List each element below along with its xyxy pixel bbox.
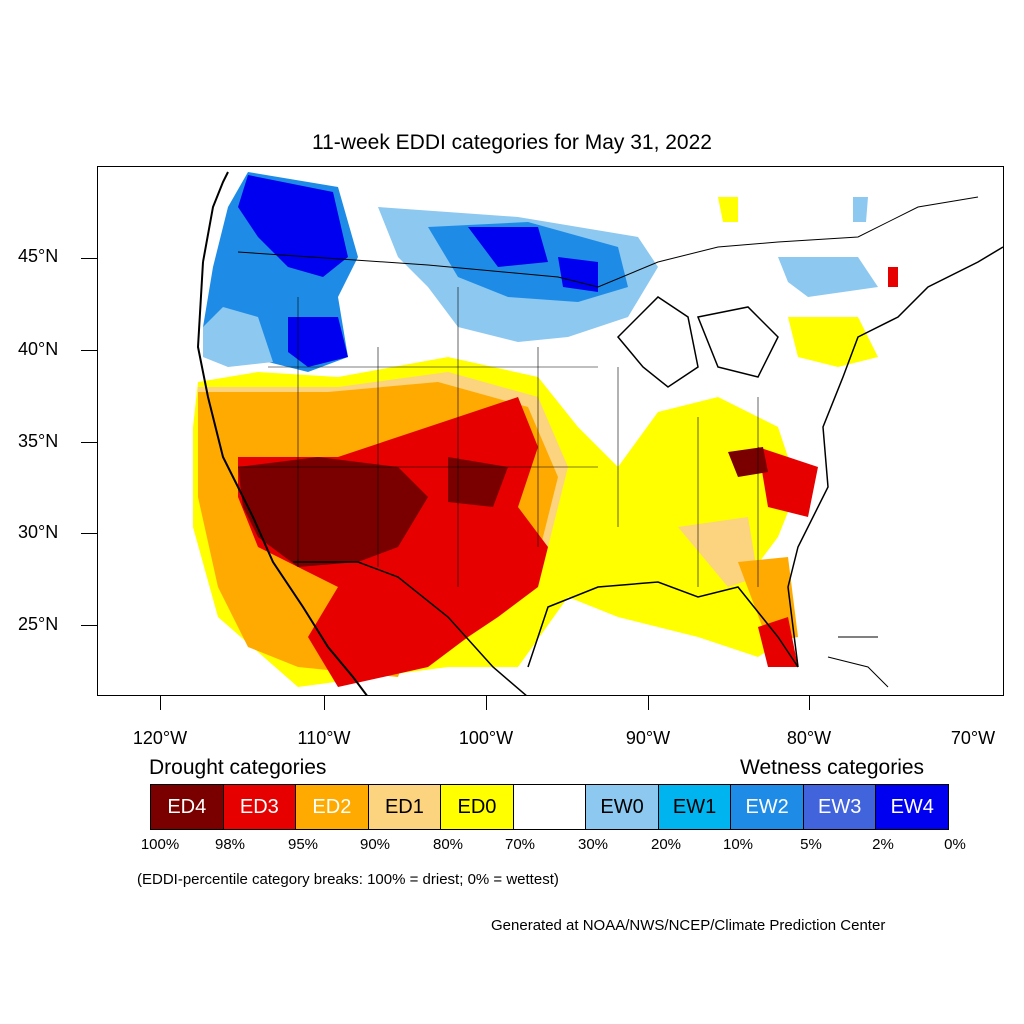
legend-label: EW0 bbox=[600, 795, 644, 818]
latitude-label-25n: 25°N bbox=[18, 614, 59, 634]
legend-cell-ew1: EW1 bbox=[658, 785, 732, 829]
map-panel bbox=[97, 166, 1004, 696]
legend-label: EW3 bbox=[818, 795, 862, 818]
credit-line: Generated at NOAA/NWS/NCEP/Climate Predi… bbox=[491, 917, 886, 934]
drought-categories-heading: Drought categories bbox=[149, 756, 327, 779]
longitude-label-80w: 80°W bbox=[786, 728, 832, 748]
longitude-tick bbox=[809, 696, 810, 710]
legend-cell-ew3: EW3 bbox=[803, 785, 877, 829]
percentile-break: 80% bbox=[432, 836, 464, 853]
legend-label: EW2 bbox=[745, 795, 789, 818]
legend-cell-ew4: EW4 bbox=[876, 785, 949, 829]
latitude-tick bbox=[81, 350, 97, 351]
map-title: 11-week EDDI categories for May 31, 2022 bbox=[312, 131, 712, 154]
latitude-tick bbox=[81, 533, 97, 534]
latitude-tick bbox=[81, 442, 97, 443]
longitude-label-90w: 90°W bbox=[625, 728, 671, 748]
wetness-northwest-region bbox=[203, 172, 358, 372]
percentile-break: 2% bbox=[872, 836, 894, 853]
longitude-tick bbox=[160, 696, 161, 710]
drought-ed4-region bbox=[238, 447, 768, 567]
longitude-label-70w: 70°W bbox=[950, 728, 996, 748]
legend-label: ED0 bbox=[457, 795, 497, 818]
percentile-break: 30% bbox=[577, 836, 609, 853]
latitude-label-35n: 35°N bbox=[18, 431, 59, 451]
legend-label: ED4 bbox=[167, 795, 207, 818]
legend-cell-ed1: ED1 bbox=[368, 785, 442, 829]
coastline-borders bbox=[196, 171, 1003, 695]
legend-cell-ew2: EW2 bbox=[731, 785, 804, 829]
latitude-tick bbox=[81, 625, 97, 626]
latitude-label-40n: 40°N bbox=[18, 339, 59, 359]
legend-label: EW4 bbox=[890, 795, 934, 818]
longitude-tick bbox=[324, 696, 325, 710]
category-breaks-note: (EDDI-percentile category breaks: 100% =… bbox=[137, 871, 559, 888]
legend-cell-ed3: ED3 bbox=[223, 785, 297, 829]
legend-cell-ed4: ED4 bbox=[151, 785, 224, 829]
eddi-map bbox=[193, 171, 1003, 695]
legend-label: ED3 bbox=[239, 795, 279, 818]
percentile-break: 0% bbox=[944, 836, 966, 853]
category-legend: ED4 ED3 ED2 ED1 ED0 EW0 EW1 EW2 EW3 EW4 bbox=[150, 784, 949, 830]
percentile-break: 90% bbox=[359, 836, 391, 853]
percentile-break: 20% bbox=[650, 836, 682, 853]
percentile-break: 100% bbox=[140, 836, 180, 853]
percentile-break: 5% bbox=[800, 836, 822, 853]
legend-cell-ed2: ED2 bbox=[296, 785, 369, 829]
longitude-label-120w: 120°W bbox=[132, 728, 188, 748]
longitude-tick bbox=[648, 696, 649, 710]
legend-label: ED2 bbox=[312, 795, 352, 818]
legend-label: ED1 bbox=[384, 795, 424, 818]
longitude-label-100w: 100°W bbox=[458, 728, 514, 748]
percentile-break: 10% bbox=[722, 836, 754, 853]
longitude-tick bbox=[486, 696, 487, 710]
latitude-tick bbox=[81, 258, 97, 259]
percentile-break: 95% bbox=[287, 836, 319, 853]
percentile-break: 70% bbox=[504, 836, 536, 853]
legend-label: EW1 bbox=[672, 795, 717, 818]
legend-cell-neutral bbox=[513, 785, 587, 829]
percentile-break: 98% bbox=[214, 836, 246, 853]
legend-cell-ew0: EW0 bbox=[586, 785, 659, 829]
latitude-label-30n: 30°N bbox=[18, 522, 59, 542]
wetness-categories-heading: Wetness categories bbox=[740, 756, 925, 779]
latitude-label-45n: 45°N bbox=[18, 246, 59, 266]
longitude-label-110w: 110°W bbox=[297, 728, 351, 748]
legend-cell-ed0: ED0 bbox=[441, 785, 514, 829]
